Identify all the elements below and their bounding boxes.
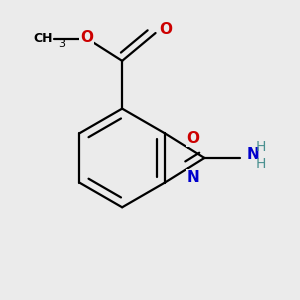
Text: N: N: [247, 147, 259, 162]
Text: H: H: [256, 140, 266, 154]
Text: O: O: [80, 30, 93, 45]
Text: 3: 3: [58, 39, 65, 49]
Text: O: O: [159, 22, 172, 37]
Text: O: O: [186, 131, 200, 146]
Text: N: N: [187, 170, 199, 185]
Text: CH: CH: [33, 32, 53, 45]
Text: H: H: [256, 157, 266, 171]
